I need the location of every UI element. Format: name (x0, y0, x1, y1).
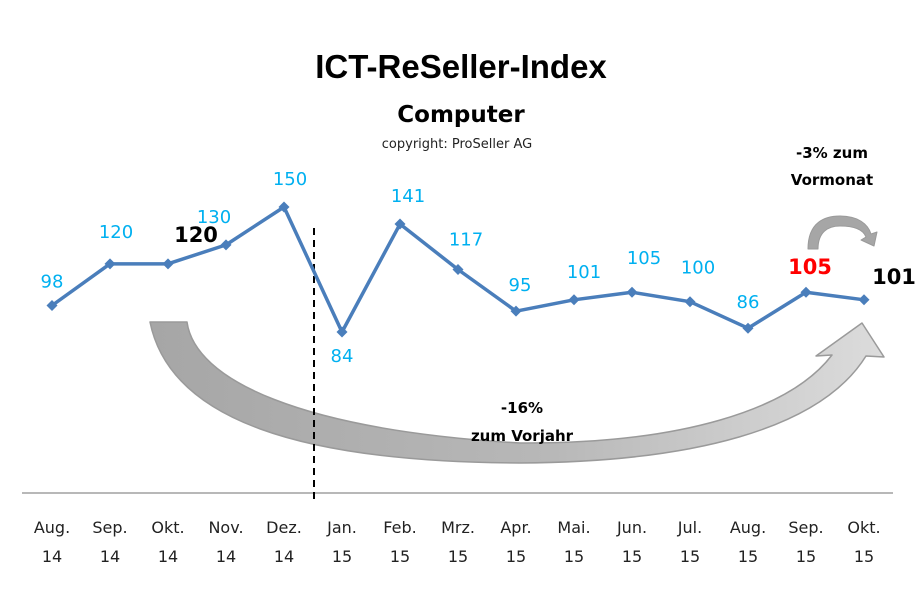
data-label: 101 (567, 262, 601, 283)
data-label: 130 (197, 207, 231, 228)
data-point-marker (104, 258, 116, 270)
data-point-marker (162, 258, 174, 270)
data-label: 141 (391, 186, 425, 207)
x-tick-label-month: Okt. (847, 518, 880, 537)
x-tick-label-year: 15 (390, 547, 410, 566)
series-layer (46, 201, 870, 338)
data-label: 120 (174, 223, 218, 247)
chart-title: ICT-ReSeller-Index (315, 48, 607, 85)
x-tick-label-month: Aug. (730, 518, 766, 537)
data-point-marker (800, 286, 812, 298)
x-tick-label-month: Mai. (557, 518, 590, 537)
x-tick-label-month: Mrz. (441, 518, 475, 537)
x-tick-label-year: 15 (622, 547, 642, 566)
x-tick-label-month: Sep. (92, 518, 127, 537)
data-label: 105 (788, 255, 832, 279)
x-tick-label-year: 15 (564, 547, 584, 566)
x-tick-label-year: 15 (854, 547, 874, 566)
month-comparison-arrow (807, 215, 878, 250)
x-tick-label-year: 14 (100, 547, 120, 566)
x-tick-label-year: 15 (680, 547, 700, 566)
year-comparison-arrow (149, 321, 885, 464)
data-point-marker (568, 294, 580, 306)
x-tick-label-month: Okt. (151, 518, 184, 537)
data-point-marker (46, 299, 58, 311)
x-tick-label-year: 15 (506, 547, 526, 566)
data-label: 84 (331, 346, 354, 367)
data-point-marker (452, 264, 464, 276)
data-point-marker (510, 305, 522, 317)
month-annotation-line1: -3% zum (796, 144, 868, 162)
x-axis-ticks: Aug. 14 Sep. 14 Okt. 14 Nov. 14 Dez. 14 Jan. 15 Feb.… (34, 518, 881, 566)
x-tick-label-year: 15 (332, 547, 352, 566)
x-tick-label-month: Sep. (788, 518, 823, 537)
data-label: 95 (509, 275, 532, 296)
year-annotation-line1: -16% (501, 399, 543, 417)
x-tick-label-month: Jan. (326, 518, 357, 537)
x-tick-label-month: Jun. (616, 518, 647, 537)
data-point-marker (278, 201, 290, 213)
x-tick-label-year: 14 (42, 547, 62, 566)
data-label: 150 (273, 169, 307, 190)
data-label: 86 (737, 292, 760, 313)
data-point-marker (684, 296, 696, 308)
data-point-marker (626, 286, 638, 298)
x-tick-label-year: 15 (738, 547, 758, 566)
x-tick-label-year: 14 (274, 547, 294, 566)
year-annotation-line2: zum Vorjahr (471, 427, 574, 445)
x-tick-label-year: 14 (216, 547, 236, 566)
data-point-marker (858, 294, 870, 306)
data-label: 98 (41, 271, 64, 292)
data-point-marker (220, 239, 232, 251)
data-label: 120 (99, 222, 133, 243)
data-point-marker (394, 218, 406, 230)
chart-subtitle: Computer (397, 102, 525, 128)
x-tick-label-month: Jul. (677, 518, 702, 537)
x-tick-label-month: Aug. (34, 518, 70, 537)
x-tick-label-month: Dez. (266, 518, 302, 537)
data-label: 101 (872, 265, 916, 289)
data-label: 105 (627, 248, 661, 269)
x-tick-label-month: Nov. (208, 518, 243, 537)
x-tick-label-month: Apr. (500, 518, 531, 537)
data-point-marker (742, 322, 754, 334)
x-tick-label-year: 14 (158, 547, 178, 566)
x-tick-label-month: Feb. (383, 518, 416, 537)
x-tick-label-year: 15 (796, 547, 816, 566)
month-annotation-line2: Vormonat (791, 171, 873, 189)
data-label: 117 (449, 230, 483, 251)
x-tick-label-year: 15 (448, 547, 468, 566)
copyright-note: copyright: ProSeller AG (382, 137, 532, 152)
data-point-marker (336, 326, 348, 338)
data-label: 100 (681, 258, 715, 279)
